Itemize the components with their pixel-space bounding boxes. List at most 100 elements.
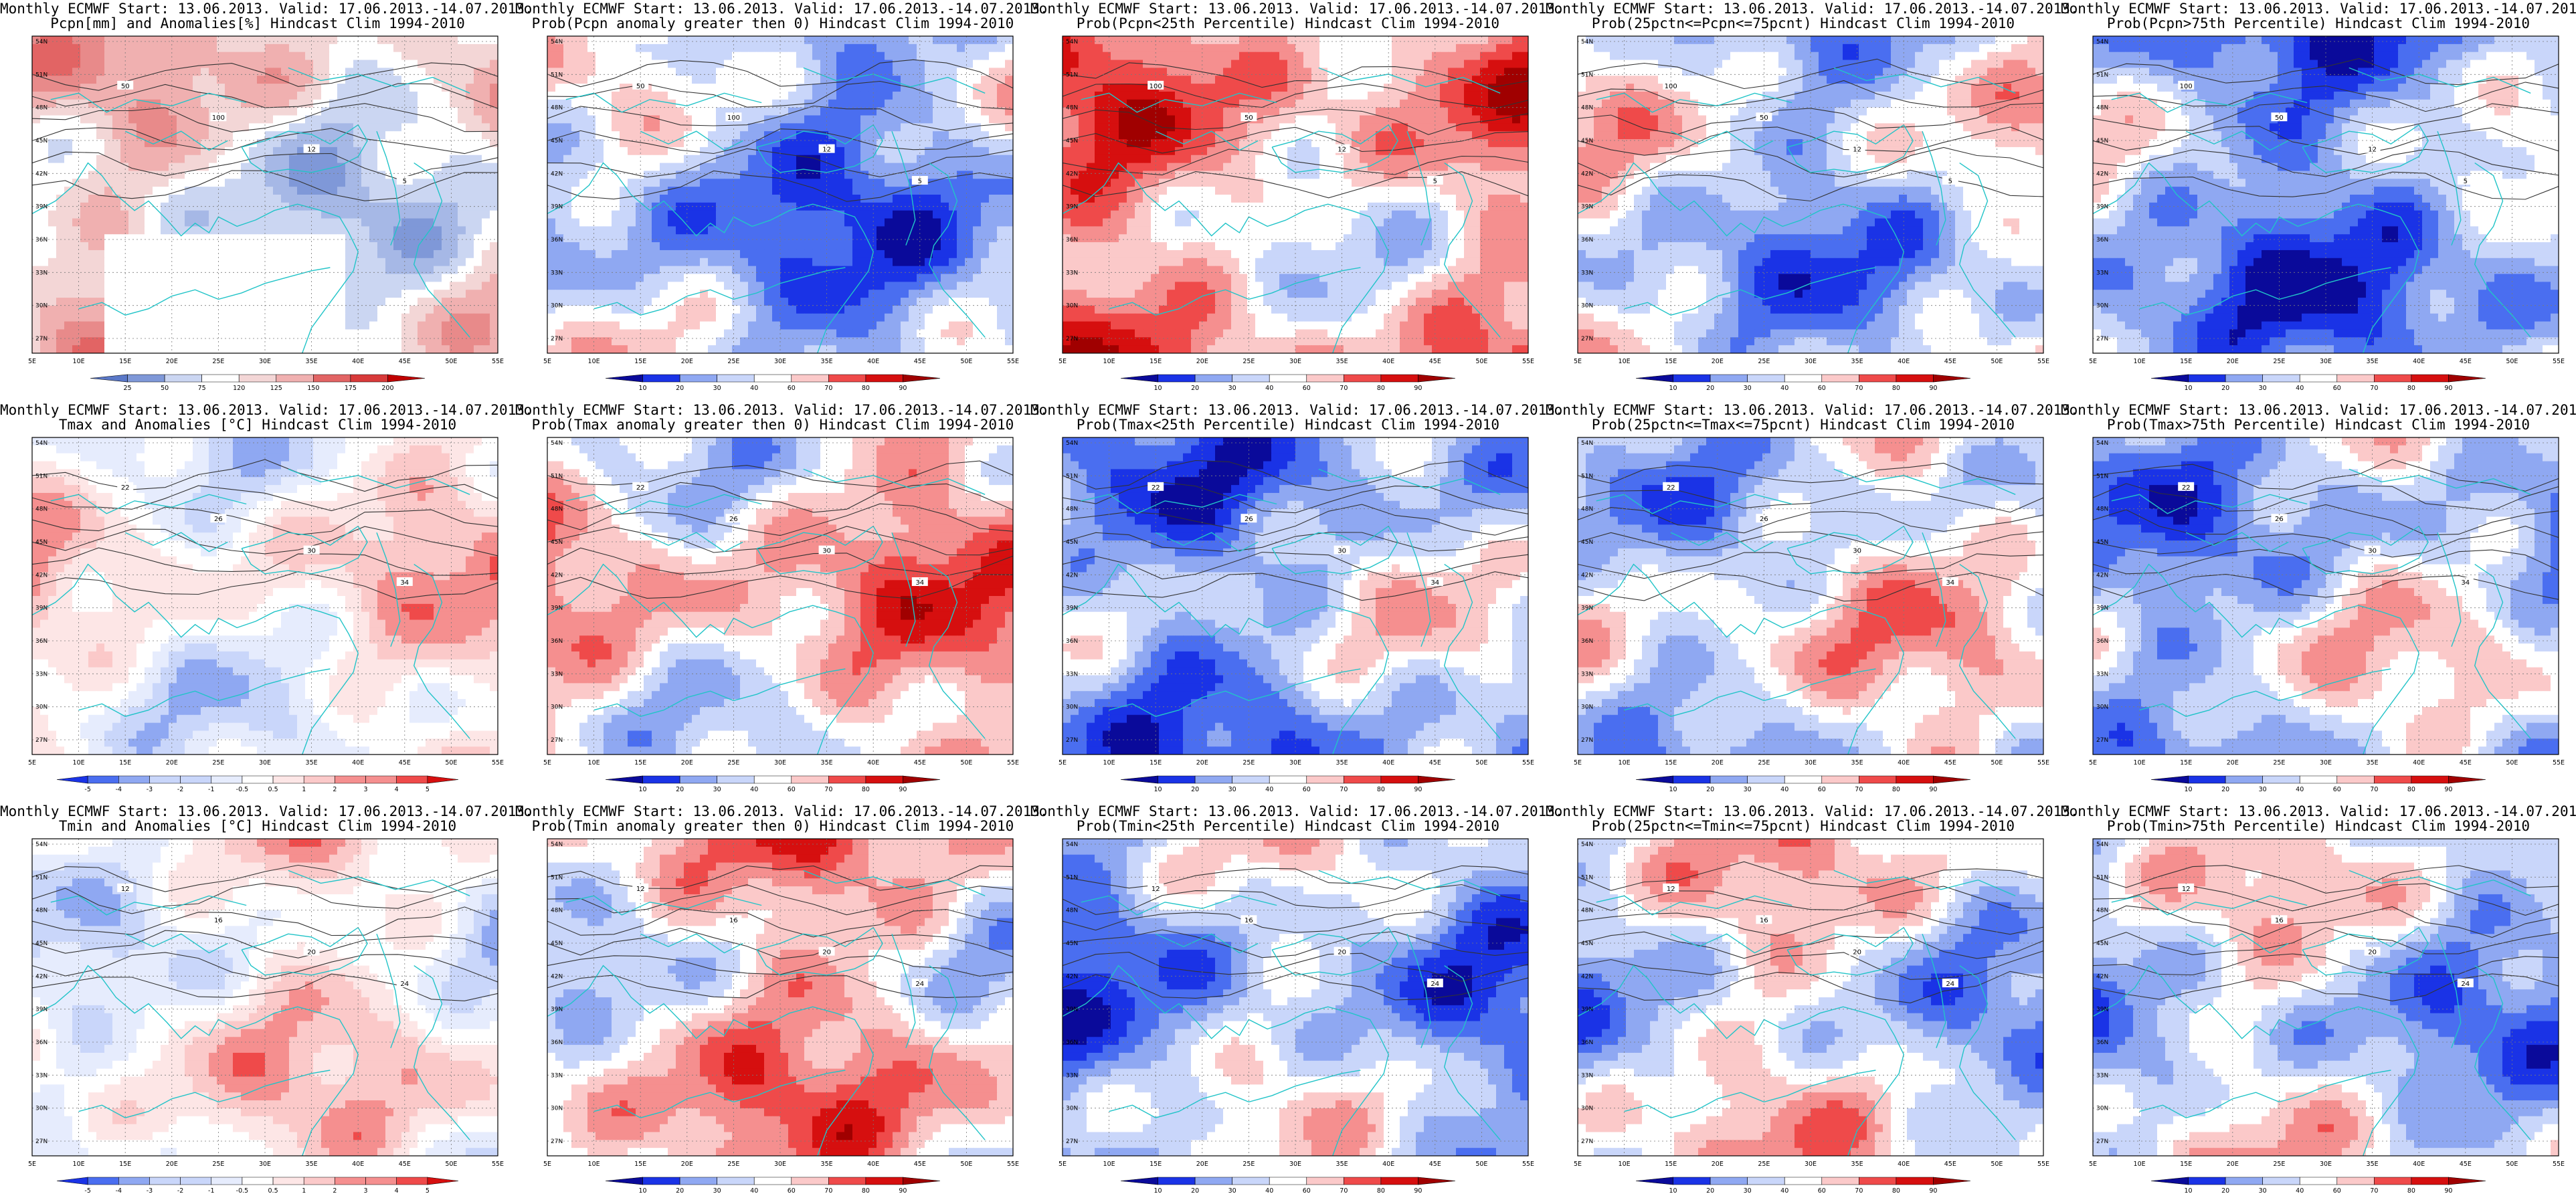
colorbar-tick-label: 40 bbox=[1780, 1187, 1788, 1195]
panel-variable-title: Prob(Tmin>75th Percentile) Hindcast Clim… bbox=[2061, 819, 2576, 833]
latitude-tick-label: 42N bbox=[1581, 171, 1593, 177]
latitude-tick-label: 42N bbox=[35, 171, 48, 177]
colorbar-tick-label: -1 bbox=[208, 1187, 214, 1195]
map-panel: Monthly ECMWF Start: 13.06.2013. Valid: … bbox=[1030, 803, 1564, 1204]
colorbar-tick-label: 80 bbox=[1377, 786, 1385, 793]
longitude-tick-label: 40E bbox=[1382, 759, 1394, 767]
colorbar-tick-label: 10 bbox=[639, 786, 647, 793]
colorbar-tick-label: 20 bbox=[1706, 786, 1714, 793]
latitude-tick-label: 51N bbox=[1066, 874, 1078, 881]
colorbar-tick-label: 10 bbox=[1154, 385, 1162, 392]
contour-label: 20 bbox=[2368, 949, 2377, 957]
latitude-tick-label: 30N bbox=[551, 303, 563, 310]
latitude-tick-label: 51N bbox=[35, 473, 48, 480]
latitude-tick-label: 48N bbox=[35, 506, 48, 513]
latitude-tick-label: 54N bbox=[551, 39, 563, 45]
colorbar bbox=[1635, 374, 1971, 383]
contour-label: 30 bbox=[1338, 548, 1346, 555]
coastlines bbox=[32, 870, 470, 1156]
map-frame bbox=[1577, 838, 2044, 1157]
latitude-tick-label: 36N bbox=[2096, 638, 2108, 645]
latitude-tick-label: 27N bbox=[35, 1138, 48, 1145]
latitude-tick-label: 42N bbox=[1066, 572, 1078, 579]
contour-label: 12 bbox=[121, 886, 130, 893]
longitude-tick-label: 25E bbox=[212, 759, 224, 767]
latitude-tick-label: 33N bbox=[35, 671, 48, 678]
longitude-tick-label: 45E bbox=[399, 1161, 411, 1168]
contour-label: 22 bbox=[1152, 484, 1160, 492]
latitude-tick-label: 45N bbox=[2096, 940, 2108, 947]
latitude-tick-label: 45N bbox=[35, 138, 48, 144]
longitude-tick-label: 10E bbox=[1103, 358, 1115, 365]
latitude-tick-label: 51N bbox=[551, 473, 563, 480]
colorbar-tick-label: 40 bbox=[750, 786, 758, 793]
colorbar-tick-label: 30 bbox=[713, 786, 721, 793]
latitude-tick-label: 27N bbox=[35, 336, 48, 342]
latitude-tick-label: 39N bbox=[551, 605, 563, 612]
longitude-tick-label: 55E bbox=[492, 759, 504, 767]
longitude-tick-label: 35E bbox=[1336, 1161, 1348, 1168]
latitude-tick-label: 48N bbox=[1581, 105, 1593, 112]
longitude-tick-label: 30E bbox=[2320, 759, 2332, 767]
latitude-tick-label: 45N bbox=[2096, 539, 2108, 546]
longitude-tick-label: 25E bbox=[727, 759, 739, 767]
contour-label: 26 bbox=[1245, 516, 1253, 523]
colorbar-tick-label: 125 bbox=[270, 385, 282, 392]
longitude-tick-label: 55E bbox=[2553, 358, 2565, 365]
colorbar-tick-label: 30 bbox=[2259, 1187, 2267, 1195]
longitude-tick-label: 40E bbox=[1382, 1161, 1394, 1168]
latitude-tick-label: 42N bbox=[1581, 973, 1593, 980]
colorbar bbox=[605, 1177, 941, 1185]
contour-label: 16 bbox=[214, 917, 223, 924]
longitude-tick-label: 20E bbox=[681, 1161, 693, 1168]
contour-label: 100 bbox=[1665, 83, 1677, 90]
lat-lon-grid bbox=[31, 437, 498, 755]
colorbar-tick-label: 80 bbox=[1377, 1187, 1385, 1195]
panel-variable-title: Prob(Pcpn<25th Percentile) Hindcast Clim… bbox=[1030, 16, 1546, 31]
longitude-tick-label: 55E bbox=[492, 358, 504, 365]
longitude-tick-label: 25E bbox=[1243, 358, 1255, 365]
colorbar-tick-label: 5 bbox=[426, 786, 430, 793]
contour-label: 12 bbox=[2182, 886, 2191, 893]
latitude-tick-label: 48N bbox=[2096, 506, 2108, 513]
contour-label: 16 bbox=[2275, 917, 2284, 924]
colorbar-tick-label: 60 bbox=[1303, 1187, 1311, 1195]
colorbar-tick-label: 70 bbox=[824, 786, 832, 793]
panel-variable-title: Prob(Tmax<25th Percentile) Hindcast Clim… bbox=[1030, 417, 1546, 432]
map-panel: Monthly ECMWF Start: 13.06.2013. Valid: … bbox=[0, 803, 533, 1204]
longitude-tick-label: 10E bbox=[1619, 1161, 1631, 1168]
latitude-tick-label: 36N bbox=[35, 638, 48, 645]
colorbar-tick-label: 20 bbox=[1191, 786, 1199, 793]
longitude-tick-label: 50E bbox=[960, 358, 972, 365]
latitude-tick-label: 42N bbox=[2096, 973, 2108, 980]
latitude-tick-label: 48N bbox=[2096, 105, 2108, 112]
colorbar-tick-label: 3 bbox=[364, 786, 368, 793]
colorbar bbox=[1120, 1177, 1456, 1185]
latitude-tick-label: 27N bbox=[2096, 1138, 2108, 1145]
colorbar-tick-label: 80 bbox=[862, 1187, 870, 1195]
colorbar-tick-label: 40 bbox=[1780, 385, 1788, 392]
longitude-tick-label: 35E bbox=[1336, 358, 1348, 365]
map-panel: Monthly ECMWF Start: 13.06.2013. Valid: … bbox=[1546, 803, 2079, 1204]
latitude-tick-label: 51N bbox=[1066, 72, 1078, 78]
latitude-tick-label: 51N bbox=[1066, 473, 1078, 480]
lat-lon-grid bbox=[1577, 839, 2044, 1156]
contour-label: 50 bbox=[2275, 114, 2284, 122]
colorbar-tick-label: 20 bbox=[1706, 1187, 1714, 1195]
longitude-tick-label: 50E bbox=[960, 1161, 972, 1168]
longitude-tick-label: 10E bbox=[1103, 1161, 1115, 1168]
panel-run-title: Monthly ECMWF Start: 13.06.2013. Valid: … bbox=[515, 804, 1048, 819]
panel-run-title: Monthly ECMWF Start: 13.06.2013. Valid: … bbox=[2061, 403, 2576, 417]
longitude-tick-label: 50E bbox=[960, 759, 972, 767]
lat-lon-grid bbox=[2092, 437, 2559, 755]
longitude-tick-label: 40E bbox=[352, 759, 364, 767]
longitude-tick-label: 5E bbox=[28, 358, 36, 365]
longitude-tick-label: 35E bbox=[2367, 1161, 2379, 1168]
map-panel: Monthly ECMWF Start: 13.06.2013. Valid: … bbox=[1030, 401, 1564, 803]
colorbar-tick-label: 80 bbox=[1892, 786, 1900, 793]
filled-field bbox=[547, 437, 1013, 755]
